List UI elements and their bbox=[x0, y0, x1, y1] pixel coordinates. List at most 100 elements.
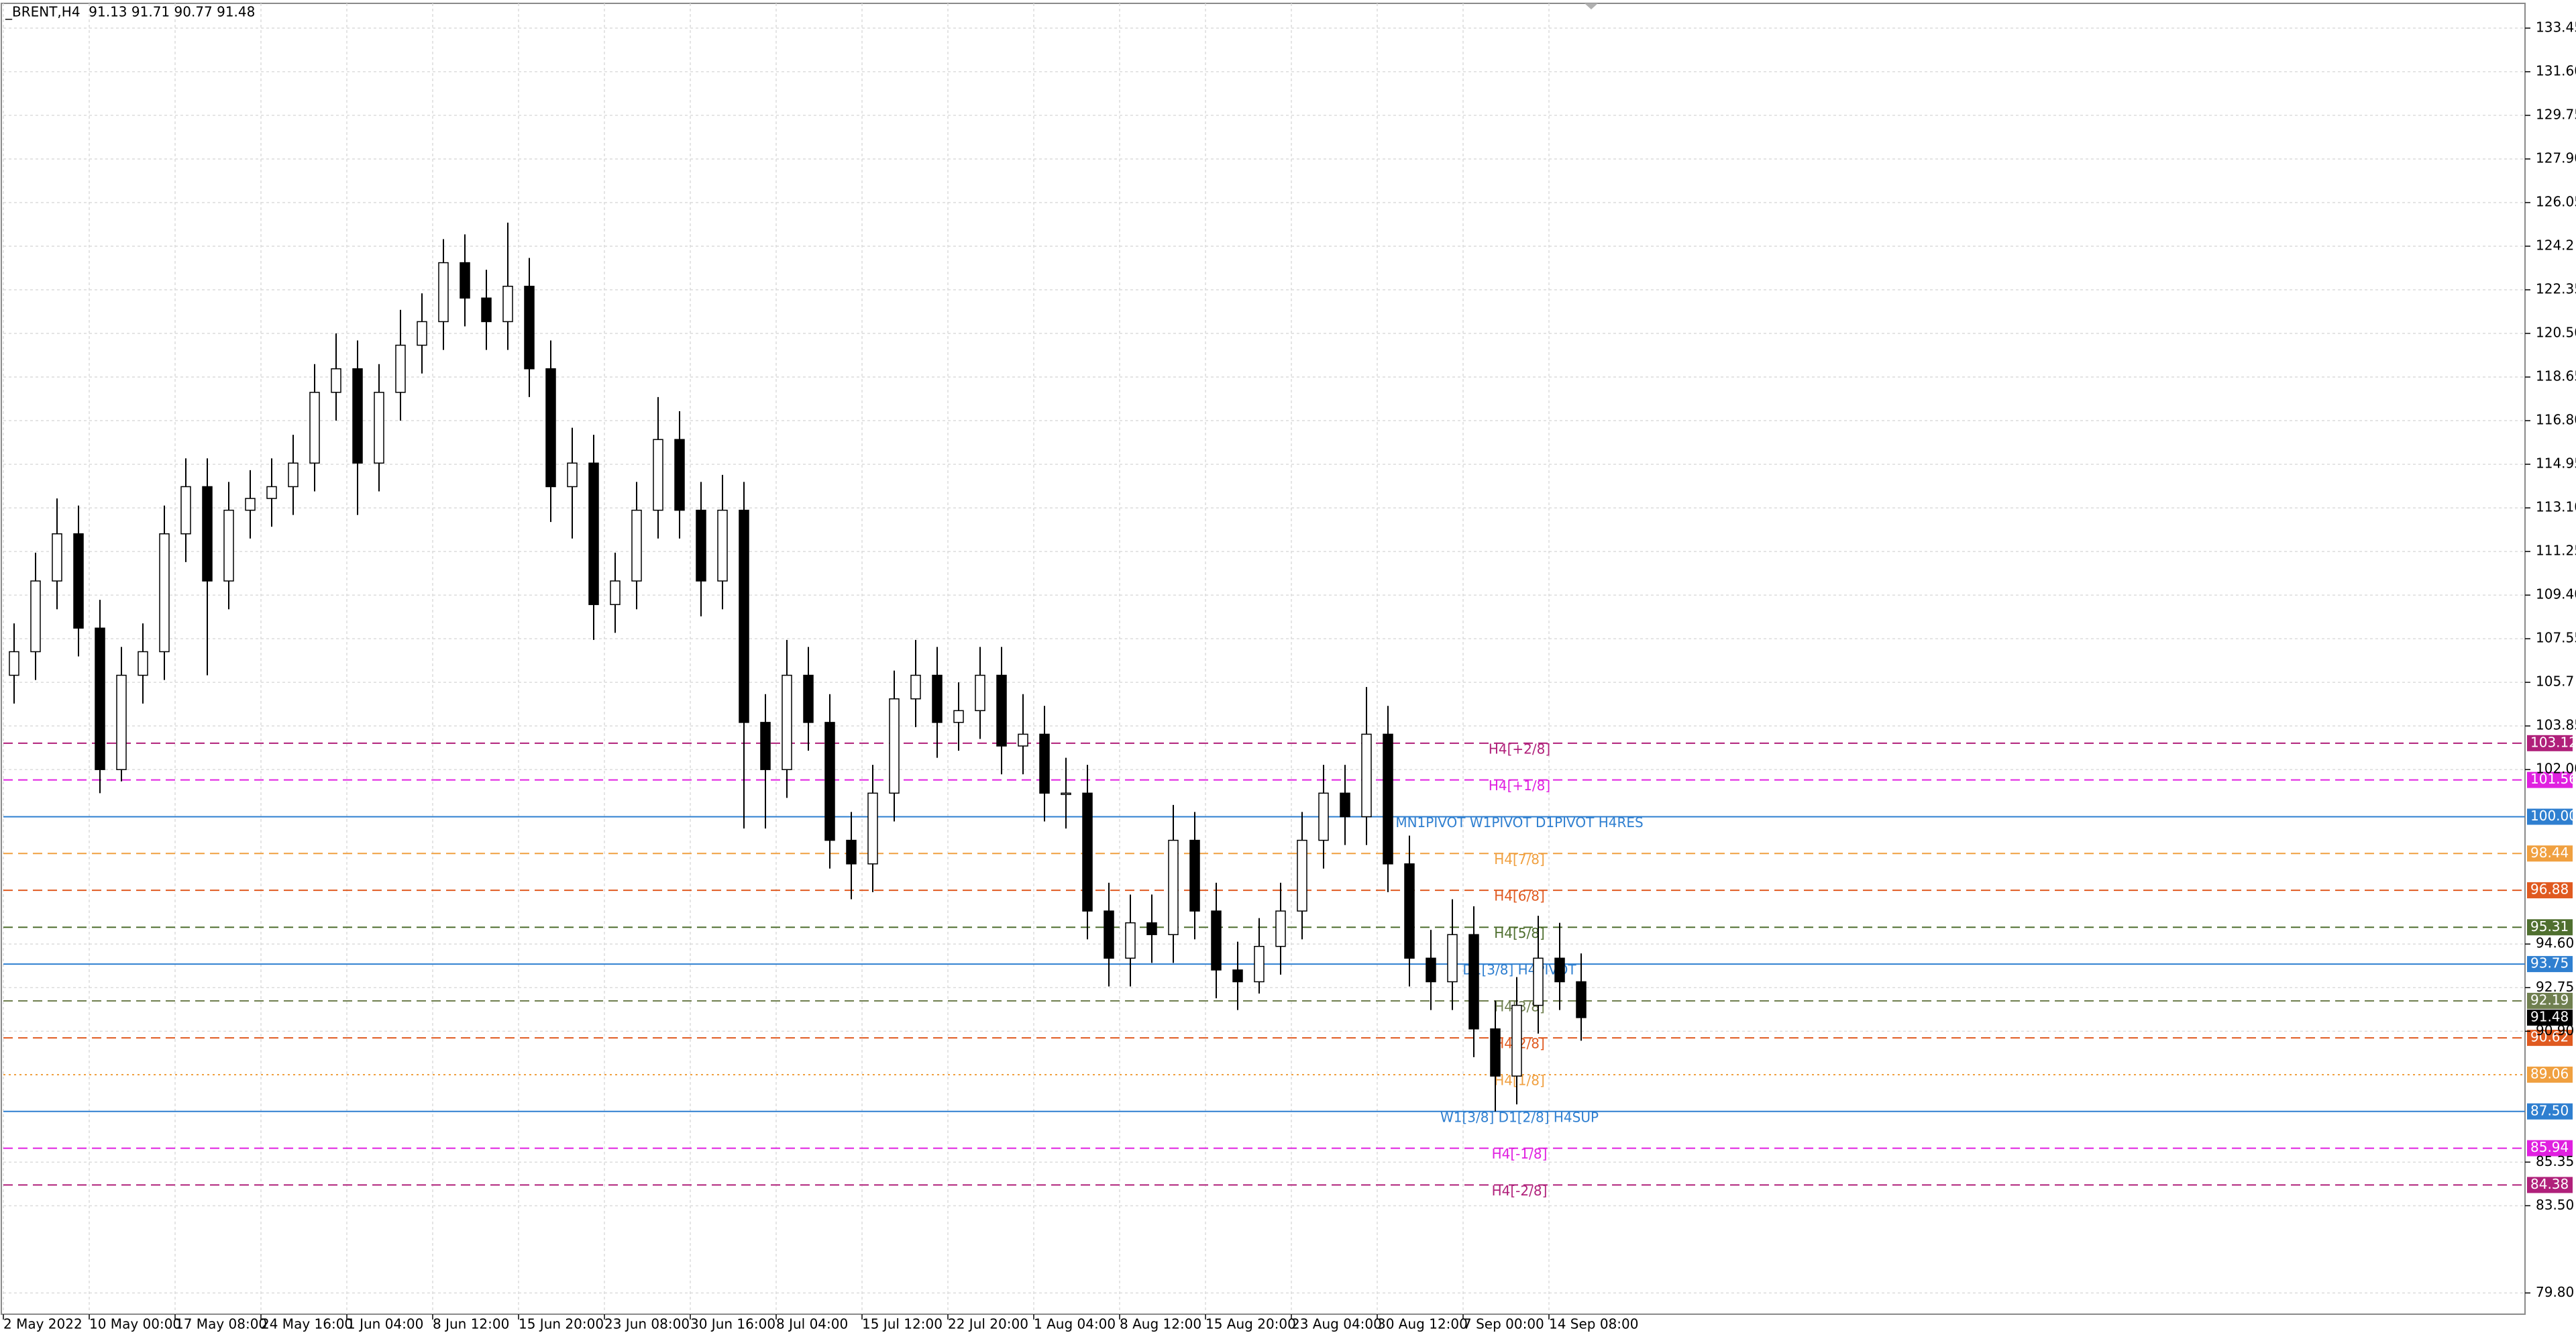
y-tick-label: 90.90 bbox=[2536, 1022, 2574, 1038]
level-price: 100.00 bbox=[2530, 808, 2576, 824]
x-tick-label: 15 Jun 20:00 bbox=[519, 1316, 604, 1332]
candle-body bbox=[1125, 922, 1136, 959]
candle-body bbox=[932, 674, 943, 723]
candle-body bbox=[1318, 792, 1329, 841]
candle-body bbox=[545, 368, 556, 488]
candle-body bbox=[1211, 910, 1222, 971]
candle-body bbox=[910, 674, 921, 700]
candle-body bbox=[180, 486, 191, 535]
x-tick-label: 8 Aug 12:00 bbox=[1120, 1316, 1201, 1332]
level-price-tag bbox=[2527, 882, 2573, 899]
candle-body bbox=[996, 674, 1007, 747]
candle-body bbox=[803, 674, 814, 723]
candle-body bbox=[889, 698, 900, 794]
candle-body bbox=[502, 285, 513, 323]
x-tick-label: 22 Jul 20:00 bbox=[948, 1316, 1028, 1332]
level-price-tag bbox=[2527, 1030, 2573, 1047]
x-tick-label: 14 Sep 08:00 bbox=[1549, 1316, 1639, 1332]
level-price: 95.31 bbox=[2530, 918, 2569, 934]
candle-body bbox=[1297, 839, 1307, 912]
level-price-tag bbox=[2527, 1103, 2573, 1120]
candle-body bbox=[1511, 1004, 1522, 1077]
y-tick-label: 85.35 bbox=[2536, 1153, 2574, 1169]
candle-body bbox=[9, 651, 19, 676]
candle-body bbox=[245, 498, 256, 511]
x-tick-label: 10 May 00:00 bbox=[89, 1316, 181, 1332]
x-tick-label: 23 Aug 04:00 bbox=[1291, 1316, 1382, 1332]
levels: H4[+2/8] 103.12 H4[+1/8] 101.56 MN1PIVOT W1P… bbox=[3, 734, 2576, 1199]
candle-body bbox=[331, 368, 341, 393]
last-price-tag bbox=[2527, 1009, 2573, 1026]
level-price-tag bbox=[2527, 1177, 2573, 1193]
candle-body bbox=[674, 439, 685, 511]
level-price-tag bbox=[2527, 992, 2573, 1009]
last-price: 91.48 bbox=[2530, 1008, 2569, 1024]
y-tick-label: 109.40 bbox=[2536, 586, 2576, 602]
level-price-tag bbox=[2527, 808, 2573, 825]
candle-body bbox=[202, 486, 213, 582]
candle-body bbox=[760, 722, 771, 770]
candle-body bbox=[1490, 1028, 1501, 1077]
y-tick-label: 105.7 bbox=[2536, 674, 2574, 690]
candle-body bbox=[73, 533, 84, 629]
x-tick-label: 23 Jun 08:00 bbox=[604, 1316, 690, 1332]
candle-body bbox=[481, 297, 492, 323]
candle-body bbox=[1146, 922, 1157, 935]
candle-body bbox=[1383, 733, 1393, 865]
y-tick-label: 116.80 bbox=[2536, 412, 2576, 428]
level-price-tag bbox=[2527, 771, 2573, 788]
level-price-tag bbox=[2527, 956, 2573, 973]
level-price: 90.62 bbox=[2530, 1029, 2569, 1045]
candle-body bbox=[95, 627, 105, 770]
x-tick-label: 24 May 16:00 bbox=[261, 1316, 353, 1332]
level-price-tag bbox=[2527, 919, 2573, 936]
y-tick-label: 94.60 bbox=[2536, 935, 2574, 951]
y-tick-label: 129.75 bbox=[2536, 106, 2576, 122]
level-label: H4[6/8] bbox=[1494, 888, 1545, 904]
candle-body bbox=[1189, 839, 1200, 912]
candle-body bbox=[1468, 934, 1479, 1030]
candle-body bbox=[846, 839, 857, 865]
shift-marker bbox=[1585, 3, 1598, 9]
candle-body bbox=[953, 710, 964, 723]
y-tick-label: 114.95 bbox=[2536, 456, 2576, 472]
candle-body bbox=[1404, 863, 1415, 959]
level-label: MN1PIVOT W1PIVOT D1PIVOT H4RES bbox=[1395, 814, 1643, 831]
level-price: 101.56 bbox=[2530, 771, 2576, 787]
y-tick-label: 102.00 bbox=[2536, 761, 2576, 777]
candle-body bbox=[1082, 792, 1093, 912]
candle-body bbox=[1554, 957, 1565, 983]
candle-body bbox=[1275, 910, 1286, 947]
level-label: H4[-1/8] bbox=[1492, 1146, 1548, 1162]
candle-body bbox=[717, 509, 728, 582]
x-tick-label: 1 Jun 04:00 bbox=[347, 1316, 423, 1332]
candle-body bbox=[610, 580, 621, 605]
x-tick-label: 7 Sep 00:00 bbox=[1463, 1316, 1544, 1332]
candle-body bbox=[309, 392, 320, 464]
candle-body bbox=[352, 368, 363, 464]
candle-body bbox=[631, 509, 642, 582]
candle-body bbox=[30, 580, 41, 653]
level-price: 87.50 bbox=[2530, 1102, 2569, 1118]
level-price: 85.94 bbox=[2530, 1139, 2569, 1155]
level-label: W1[3/8] D1[2/8] H4SUP bbox=[1440, 1109, 1599, 1125]
level-label: H4[7/8] bbox=[1494, 851, 1545, 867]
y-tick-label: 120.50 bbox=[2536, 325, 2576, 341]
candle-body bbox=[138, 651, 148, 676]
x-tick-label: 8 Jul 04:00 bbox=[776, 1316, 848, 1332]
y-tick-label: 131.60 bbox=[2536, 62, 2576, 78]
candle-body bbox=[1168, 839, 1179, 935]
y-tick-label: 133.45 bbox=[2536, 19, 2576, 35]
candle-body bbox=[288, 462, 299, 488]
candle-body bbox=[1576, 981, 1587, 1018]
y-tick-label: 107.55 bbox=[2536, 630, 2576, 646]
candle-body bbox=[417, 321, 427, 346]
candle-body bbox=[223, 509, 234, 582]
level-price-tag bbox=[2527, 1066, 2573, 1083]
x-tick-label: 15 Aug 20:00 bbox=[1205, 1316, 1296, 1332]
candle-body bbox=[266, 486, 277, 499]
candle-body bbox=[975, 674, 985, 712]
x-tick-label: 30 Jun 16:00 bbox=[690, 1316, 775, 1332]
